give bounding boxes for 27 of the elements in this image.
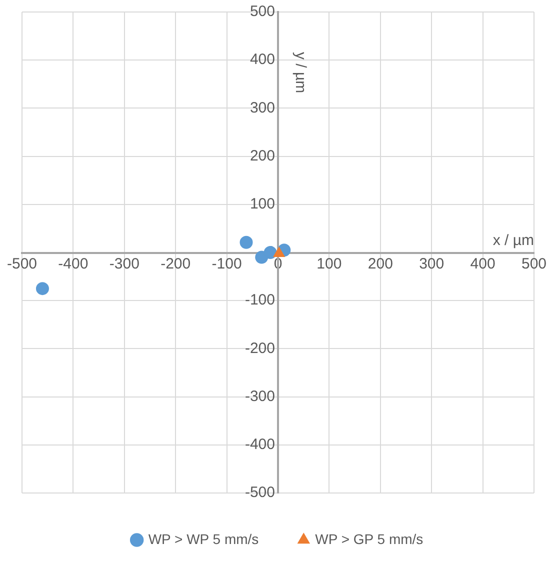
point (36, 282, 49, 296)
x-axis-title: x / µm (492, 232, 534, 250)
x-tick-label: -200 (160, 256, 191, 273)
y-tick-label: -100 (244, 292, 275, 309)
y-tick-label: -200 (244, 340, 275, 357)
y-tick-label: 200 (250, 147, 275, 164)
x-tick-label: -100 (212, 256, 242, 273)
x-tick-label: -400 (58, 256, 88, 273)
x-tick-label: 300 (419, 256, 444, 273)
point (264, 246, 277, 259)
point (240, 236, 253, 249)
x-tick-label: 100 (316, 256, 342, 273)
y-tick-label: 100 (250, 196, 275, 213)
y-tick-label: -500 (244, 484, 275, 502)
x-tick-label: 400 (470, 256, 496, 273)
y-tick-label: 400 (250, 51, 275, 68)
legend-label: WP > GP 5 mm/s (315, 530, 424, 547)
legend-label: WP > WP 5 mm/s (148, 530, 259, 547)
x-tick-label: -500 (6, 256, 38, 273)
y-tick-label: -300 (244, 388, 275, 405)
y-axis-title: y / µm (292, 52, 309, 94)
x-tick-label: 500 (521, 256, 547, 273)
y-tick-label: 300 (250, 99, 275, 116)
y-tick-label: -400 (244, 436, 275, 454)
x-tick-label: 200 (368, 256, 393, 273)
y-tick-label: 500 (250, 3, 275, 20)
x-tick-label: -300 (109, 256, 140, 273)
